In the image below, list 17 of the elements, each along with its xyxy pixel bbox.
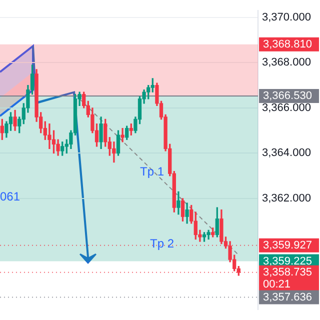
annotation: Tp 1 bbox=[140, 164, 164, 178]
y-tick-label: 3,364.000 bbox=[262, 147, 311, 160]
ref-line-label: 3,366.530 bbox=[263, 90, 312, 102]
text: 00:21 bbox=[263, 278, 291, 290]
band-label: 3,359.225 bbox=[263, 255, 312, 268]
y-tick-label: 3,368.000 bbox=[262, 56, 311, 69]
candlestick bbox=[120, 128, 124, 142]
ref-line-label: 3,357.636 bbox=[263, 291, 312, 304]
candlestick bbox=[48, 123, 52, 150]
annotation: 061 bbox=[0, 189, 20, 204]
y-tick-label: 3,362.000 bbox=[262, 192, 311, 205]
band-label: 3,368.810 bbox=[263, 38, 312, 50]
y-tick-label: 3,366.000 bbox=[262, 102, 311, 114]
y-tick-label: 3,370.000 bbox=[262, 11, 311, 24]
annotation: Tp 2 bbox=[150, 236, 174, 250]
ref-line-label: 3,359.927 bbox=[263, 239, 312, 252]
ref-line-label: 3,358.735 bbox=[263, 266, 312, 278]
